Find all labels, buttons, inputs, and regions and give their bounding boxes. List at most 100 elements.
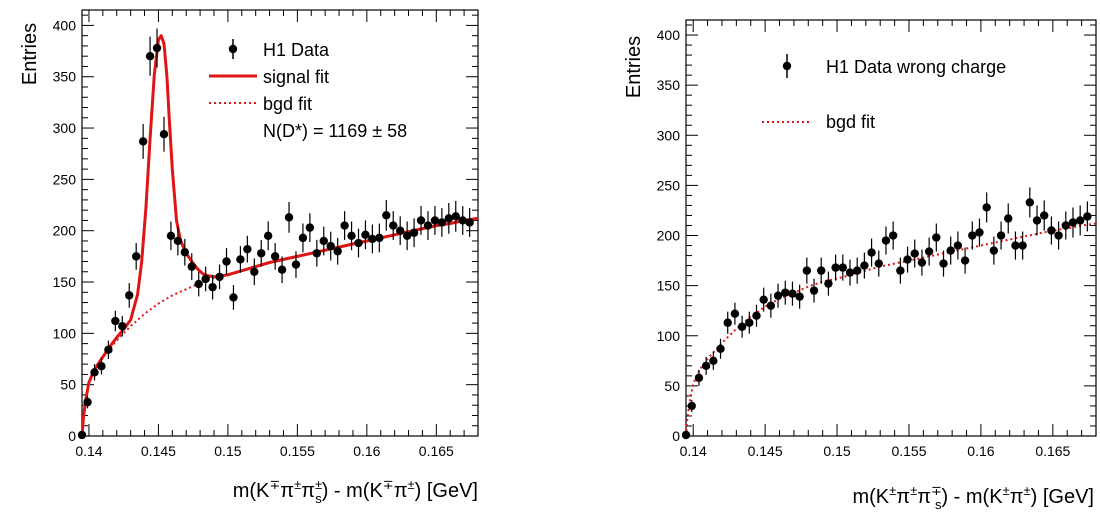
- data-marker: [845, 268, 855, 277]
- x-tick-label: 0.145: [141, 443, 176, 459]
- data-point: [90, 364, 99, 381]
- data-point: [361, 220, 370, 250]
- data-marker: [809, 286, 819, 295]
- data-marker: [824, 279, 833, 288]
- data-point: [1054, 221, 1063, 250]
- data-point: [989, 236, 999, 265]
- data-marker: [687, 401, 696, 411]
- data-marker: [305, 223, 315, 232]
- axis-ticks: 0.14 0.145 0.15 0.155 0.16 0.165 0 50 100 150 200 2…: [53, 10, 479, 459]
- data-point: [354, 228, 363, 258]
- data-marker: [375, 233, 384, 243]
- data-marker: [118, 321, 127, 331]
- data-point: [932, 223, 941, 252]
- data-point: [409, 218, 419, 248]
- x-label-sup: ∓: [269, 477, 280, 492]
- data-point: [77, 430, 87, 440]
- left-panel: 0.14 0.145 0.15 0.155 0.16 0.165 0 50 100 150 200 2…: [19, 9, 479, 506]
- data-marker: [681, 430, 691, 440]
- y-tick-label: 0: [68, 428, 76, 444]
- data-marker: [709, 356, 718, 366]
- legend-marker-icon: [782, 54, 792, 78]
- data-point: [257, 239, 266, 267]
- data-point: [1025, 187, 1035, 218]
- data-marker: [194, 279, 203, 289]
- x-label-sup: ±: [294, 477, 301, 492]
- data-point: [104, 340, 113, 360]
- data-point: [910, 239, 919, 268]
- data-point: [465, 208, 474, 237]
- data-marker: [773, 291, 783, 300]
- data-point: [402, 221, 412, 251]
- data-marker: [423, 221, 433, 230]
- data-marker: [125, 291, 134, 300]
- data-marker: [795, 292, 804, 301]
- data-marker: [250, 267, 259, 276]
- data-marker: [451, 212, 460, 221]
- data-point: [924, 237, 934, 266]
- data-marker: [159, 130, 169, 139]
- data-point: [298, 223, 308, 253]
- x-label-sup: ∓: [383, 477, 394, 492]
- data-point: [389, 211, 398, 240]
- data-point: [236, 246, 245, 273]
- data-marker: [917, 258, 927, 267]
- data-point: [968, 221, 977, 250]
- x-label-part: π: [394, 480, 408, 502]
- data-point: [694, 369, 704, 386]
- data-point: [1068, 207, 1078, 238]
- data-point: [867, 238, 876, 267]
- legend-label: H1 Data wrong charge: [826, 57, 1006, 77]
- y-tick-label: 50: [664, 378, 680, 394]
- x-tick-label: 0.165: [419, 443, 454, 459]
- data-marker: [145, 51, 155, 61]
- data-point: [896, 257, 905, 284]
- y-tick-label: 100: [657, 328, 681, 344]
- y-tick-label: 300: [657, 127, 681, 143]
- data-marker: [982, 203, 991, 212]
- data-marker: [131, 252, 141, 261]
- legend-label: H1 Data: [263, 40, 330, 60]
- data-marker: [953, 241, 963, 250]
- y-tick-label: 200: [657, 228, 681, 244]
- data-marker: [1004, 214, 1013, 223]
- data-point: [152, 28, 162, 68]
- data-marker: [361, 230, 370, 240]
- data-point: [145, 36, 155, 76]
- data-marker: [319, 236, 328, 246]
- data-point: [860, 252, 869, 279]
- y-tick-label: 400: [53, 17, 77, 33]
- data-point: [312, 239, 322, 267]
- data-marker: [1047, 226, 1056, 235]
- data-marker: [946, 246, 955, 255]
- data-point: [340, 211, 349, 240]
- x-tick-label: 0.155: [280, 443, 315, 459]
- data-marker: [270, 252, 280, 261]
- data-point: [131, 243, 141, 270]
- x-label-part: ) [GeV]: [1031, 486, 1094, 508]
- data-marker: [243, 244, 252, 254]
- data-point: [1018, 231, 1027, 260]
- data-marker: [465, 218, 474, 227]
- x-label-part: π: [917, 486, 931, 508]
- data-marker: [111, 316, 120, 326]
- data-point: [687, 399, 696, 412]
- x-label-sup: ±: [315, 477, 322, 492]
- data-point: [333, 237, 342, 265]
- data-marker: [852, 266, 862, 275]
- data-marker: [444, 214, 454, 223]
- data-point: [766, 293, 776, 318]
- data-marker: [867, 248, 876, 257]
- data-marker: [354, 238, 363, 248]
- data-point: [215, 264, 224, 290]
- data-marker: [1040, 211, 1049, 220]
- axis-ticks: 0.14 0.145 0.15 0.155 0.16 0.165 0 50 100 150 200 2…: [657, 20, 1097, 459]
- data-point: [423, 211, 433, 240]
- data-marker: [781, 288, 790, 297]
- data-marker: [138, 137, 148, 146]
- legend-label: bgd fit: [826, 112, 875, 132]
- x-label-sup: ∓: [931, 483, 942, 498]
- x-tick-label: 0.14: [680, 443, 707, 459]
- data-point: [809, 278, 819, 303]
- legend-label: bgd fit: [263, 94, 312, 114]
